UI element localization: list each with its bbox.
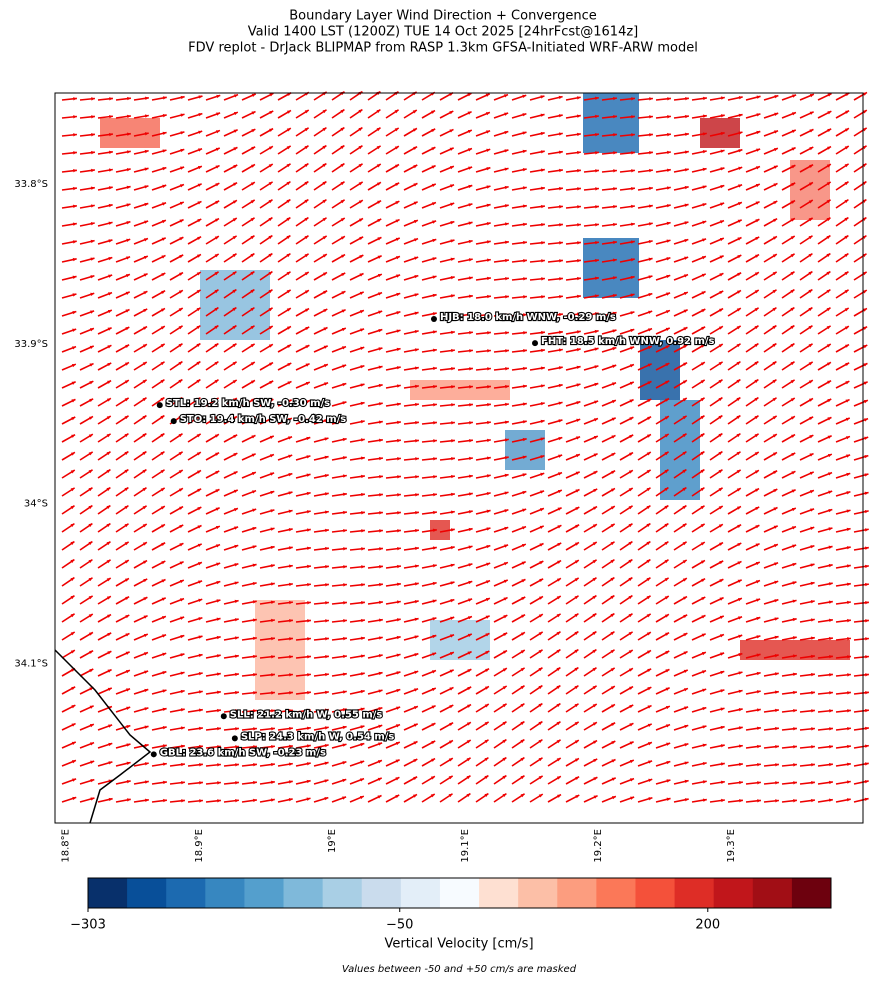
- title-line: FDV replot - DrJack BLIPMAP from RASP 1.…: [188, 41, 698, 56]
- colorbar-tick-label: 200: [695, 918, 720, 933]
- colorbar-tick-label: −303: [70, 918, 106, 933]
- colorbar-bin: [244, 878, 285, 908]
- colorbar-bin: [791, 878, 832, 908]
- colorbar-bin: [674, 878, 715, 908]
- colorbar-bin: [635, 878, 676, 908]
- colorbar-bin: [322, 878, 363, 908]
- station-label: STO: 19.4 km/h SW, -0.42 m/s: [180, 414, 347, 425]
- station-point: [156, 402, 163, 409]
- station-point: [430, 316, 437, 323]
- lat-tick-label: 33.8°S: [14, 179, 48, 190]
- station-point: [220, 713, 227, 720]
- colorbar-bin: [205, 878, 245, 908]
- lat-tick-label: 33.9°S: [14, 339, 48, 350]
- station-label: SLP: 24.3 km/h W, 0.54 m/s: [241, 731, 395, 742]
- colorbar-bin: [439, 878, 480, 908]
- colorbar-frame: [87, 877, 832, 909]
- lon-tick-label: 19.1°E: [460, 829, 471, 863]
- map: HJB: 18.0 km/h WNW, -0.29 m/s FHT: 18.5 k…: [54, 90, 870, 824]
- footnote: Values between -50 and +50 cm/s are mask…: [342, 964, 577, 975]
- colorbar: −303 −50 200: [70, 877, 832, 933]
- station-point: [170, 418, 177, 425]
- colorbar-bin: [361, 878, 402, 908]
- shading: [100, 93, 850, 700]
- colorbar-bin: [752, 878, 793, 908]
- colorbar-bin: [400, 878, 441, 908]
- map-background: [55, 93, 863, 823]
- lon-tick-label: 18.8°E: [61, 829, 72, 863]
- lon-tick-label: 19°E: [327, 829, 338, 853]
- map-frame: [54, 92, 864, 824]
- coastline: [54, 649, 152, 824]
- colorbar-tick-label: −50: [386, 918, 413, 933]
- lon-tick-label: 19.3°E: [726, 829, 737, 863]
- colorbar-bin: [557, 878, 597, 908]
- station-label: FHT: 18.5 km/h WNW, 0.92 m/s: [541, 336, 715, 347]
- station-label: SLL: 21.2 km/h W, 0.55 m/s: [230, 709, 383, 720]
- station-label: HJB: 18.0 km/h WNW, -0.29 m/s: [440, 312, 616, 323]
- title-line: Boundary Layer Wind Direction + Converge…: [289, 9, 597, 24]
- station-point: [150, 751, 157, 758]
- station-point: [532, 340, 539, 347]
- lat-tick-label: 34°S: [24, 499, 48, 510]
- colorbar-bin: [283, 878, 324, 908]
- station-label: GBL: 23.6 km/h SW, -0.23 m/s: [160, 747, 326, 758]
- colorbar-bin: [479, 878, 519, 908]
- wind-vectors: [61, 90, 870, 803]
- title-line: Valid 1400 LST (1200Z) TUE 14 Oct 2025 […: [248, 25, 638, 40]
- colorbar-bin: [127, 878, 167, 908]
- station-point: [231, 735, 238, 742]
- colorbar-label: Vertical Velocity [cm/s]: [384, 937, 533, 952]
- station-label: STL: 19.2 km/h SW, -0.30 m/s: [166, 398, 330, 409]
- colorbar-bin: [518, 878, 558, 908]
- colorbar-bin: [713, 878, 754, 908]
- colorbar-bin: [166, 878, 206, 908]
- lat-tick-label: 34.1°S: [14, 658, 48, 669]
- colorbar-bin: [596, 878, 636, 908]
- lon-tick-label: 18.9°E: [194, 829, 205, 863]
- colorbar-bin: [88, 878, 128, 908]
- lon-tick-label: 19.2°E: [593, 829, 604, 863]
